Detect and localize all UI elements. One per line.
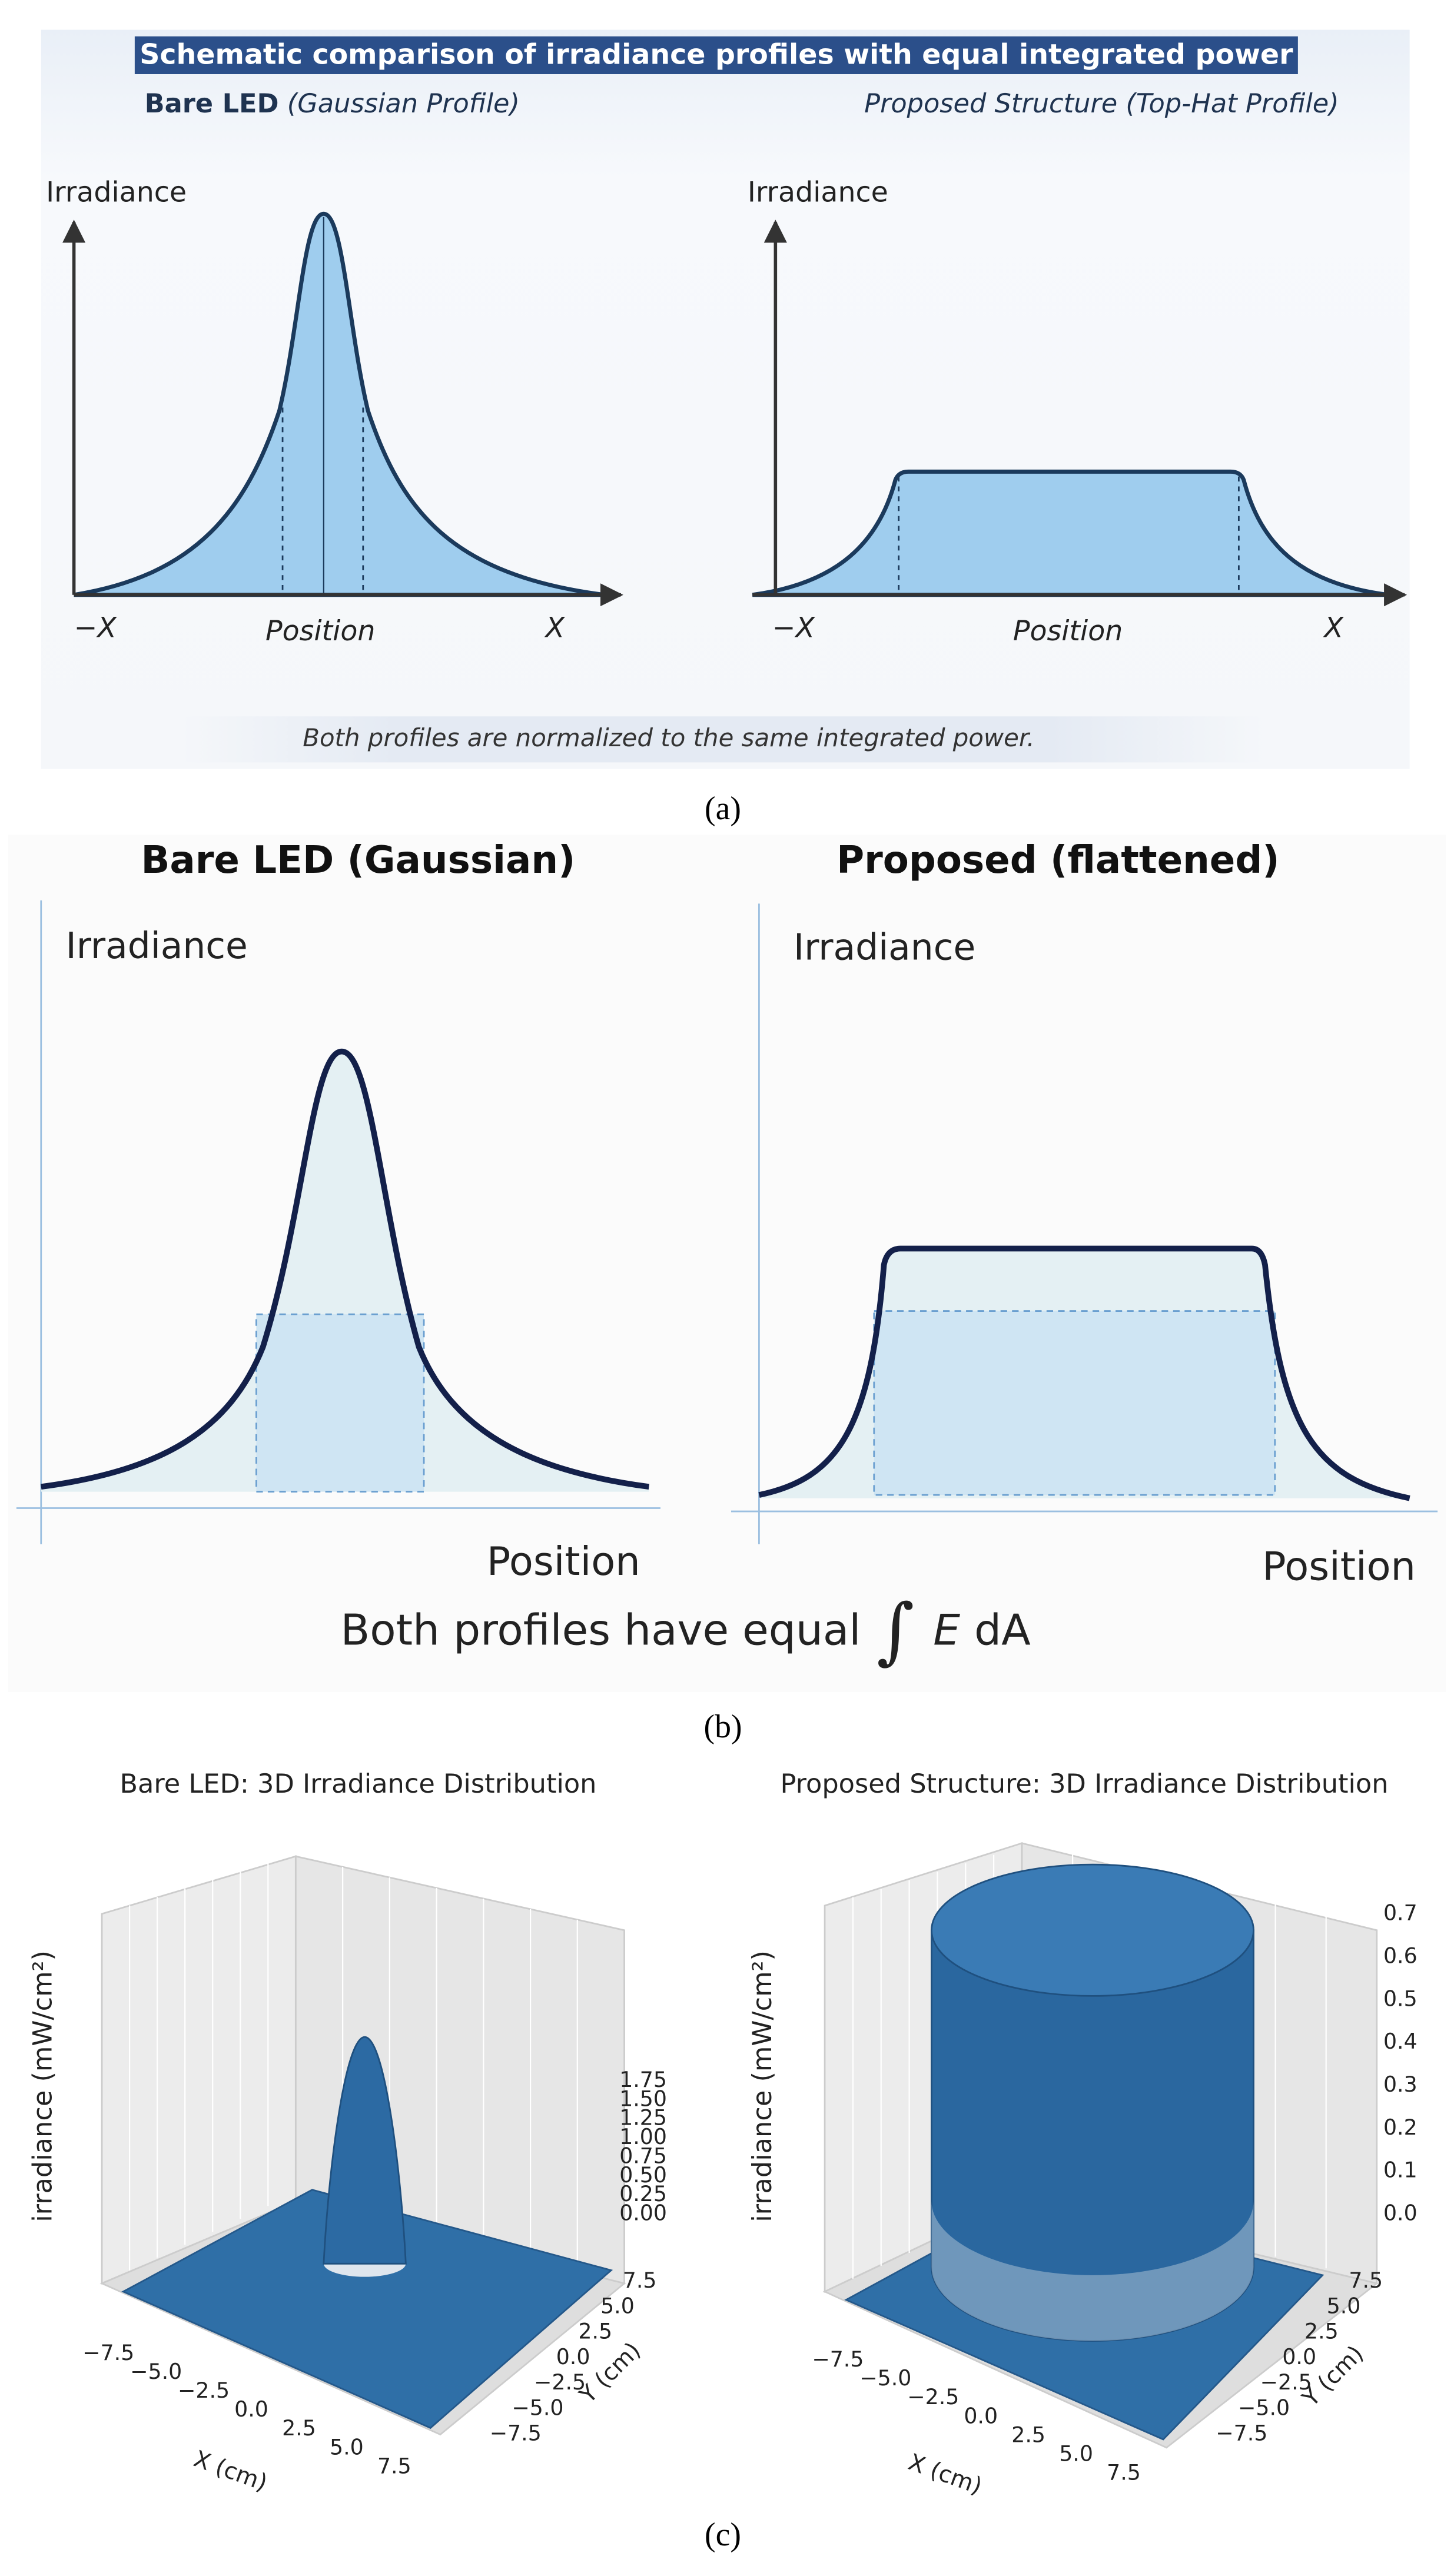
y-tick-label: −2.5	[534, 2369, 586, 2395]
y-label: Irradiance	[66, 925, 248, 967]
x-tick-label: 5.0	[1059, 2441, 1093, 2466]
panel-a: Schematic comparison of irradiance profi…	[41, 29, 1410, 769]
z-tick-label: 0.00	[619, 2201, 667, 2226]
z-tick-label: 0.50	[619, 2162, 667, 2188]
gaussian-curve	[41, 1048, 650, 1490]
x-label: Position	[487, 1538, 640, 1584]
x-tick-label: −5.0	[130, 2359, 182, 2384]
z-tick-label: 0.3	[1383, 2072, 1418, 2097]
gaussian-curve	[74, 211, 605, 597]
x-max: X	[1323, 611, 1345, 644]
y-tick-label: 5.0	[1327, 2293, 1361, 2318]
x-label: X (cm)	[190, 2446, 271, 2497]
y-tick-label: −7.5	[490, 2421, 542, 2446]
z-label: irradiance (mW/cm²)	[27, 1950, 58, 2222]
area	[41, 1051, 649, 1492]
y-tick-label: −5.0	[1238, 2395, 1290, 2420]
surface-floor	[121, 2189, 613, 2429]
y-tick-label: 2.5	[1304, 2319, 1339, 2344]
z-tick-label: 1.75	[619, 2067, 667, 2092]
panel-title: Bare LED (Gaussian)	[141, 838, 575, 882]
z-tick-label: 0.6	[1383, 1943, 1418, 1969]
x-tick-label: 2.5	[282, 2415, 316, 2441]
x-min: −X	[772, 611, 816, 644]
y-tick-label: 0.0	[1282, 2344, 1316, 2369]
x-tick-label: 7.5	[1107, 2460, 1141, 2485]
y-tick-label: −2.5	[1260, 2369, 1312, 2395]
y-tick-label: 2.5	[578, 2319, 612, 2344]
y-tick-label: 5.0	[600, 2293, 635, 2318]
heading-italic: (Gaussian Profile)	[287, 88, 520, 119]
panel-b: Bare LED (Gaussian) Proposed (flattened)…	[8, 835, 1446, 1693]
z-tick-label: 0.7	[1383, 1900, 1418, 1926]
panel-c: Bare LED: 3D Irradiance Distribution Pro…	[27, 1769, 1417, 2500]
integral-sign: ∫	[877, 1588, 914, 1672]
z-tick-label: 0.1	[1383, 2158, 1418, 2183]
x-tick-label: 5.0	[330, 2434, 364, 2459]
panel-title: Proposed (flattened)	[836, 838, 1280, 882]
x-label: Position	[1262, 1543, 1416, 1589]
plot-title: Bare LED: 3D Irradiance Distribution	[119, 1769, 596, 1799]
panel-background	[41, 29, 1410, 769]
z-tick-label: 0.4	[1383, 2029, 1418, 2054]
y-tick-label: 0.0	[556, 2344, 590, 2369]
equation-variable: E	[933, 1606, 960, 1656]
y-label: Irradiance	[794, 927, 975, 969]
plot-3d	[822, 1842, 1379, 2449]
plot-title: Proposed Structure: 3D Irradiance Distri…	[781, 1769, 1389, 1799]
x-label: Position	[1013, 615, 1123, 647]
equivalent-box	[873, 1310, 1276, 1496]
x-tick-label: 0.0	[234, 2396, 268, 2422]
top-hat-curve	[758, 1245, 1410, 1501]
z-tick-label: 1.25	[619, 2105, 667, 2130]
x-tick-label: 7.5	[377, 2453, 411, 2478]
x-tick-label: −5.0	[859, 2365, 911, 2391]
y-tick-label: −5.0	[512, 2395, 563, 2420]
x-tick-label: 2.5	[1011, 2422, 1045, 2447]
y-tick-label: 7.5	[1349, 2268, 1383, 2293]
panel-title: Schematic comparison of irradiance profi…	[140, 38, 1293, 71]
right-heading: Proposed Structure (Top-Hat Profile)	[864, 88, 1339, 119]
heading-bold: Bare LED	[145, 88, 279, 119]
cylinder-base	[931, 2201, 1254, 2341]
left-heading: Bare LED (Gaussian Profile)	[145, 88, 520, 119]
x-tick-label: −7.5	[812, 2346, 864, 2372]
z-tick-label: 0.2	[1383, 2115, 1418, 2140]
x-label: Position	[265, 615, 375, 647]
z-tick-label: 0.0	[1383, 2201, 1418, 2226]
surface-peak	[323, 2036, 407, 2265]
x-tick-label: −2.5	[178, 2378, 230, 2403]
z-tick-label: 0.5	[1383, 1986, 1418, 2011]
z-tick-label: 0.25	[619, 2181, 667, 2206]
caption: (b)	[703, 1709, 742, 1745]
note: Both profiles are normalized to the same…	[303, 723, 1034, 752]
y-tick-label: −7.5	[1216, 2421, 1267, 2446]
equation-differential: dA	[974, 1606, 1031, 1656]
equation-text: Both profiles have equal	[340, 1606, 861, 1656]
caption: (a)	[705, 790, 741, 827]
top-hat-curve	[752, 469, 1389, 597]
equivalent-box	[255, 1313, 425, 1493]
z-tick-label: 1.00	[619, 2124, 667, 2149]
x-tick-label: −2.5	[907, 2384, 959, 2409]
y-label: Irradiance	[748, 177, 888, 209]
x-label: X (cm)	[905, 2449, 985, 2499]
plot-3d	[99, 1855, 626, 2436]
z-label: irradiance (mW/cm²)	[747, 1950, 778, 2222]
z-tick-label: 1.50	[619, 2086, 667, 2111]
caption: (c)	[705, 2517, 741, 2553]
cylinder-top	[931, 1863, 1254, 1997]
x-min: −X	[74, 611, 118, 644]
y-label: Irradiance	[46, 177, 187, 209]
x-tick-label: 0.0	[964, 2403, 998, 2428]
y-tick-label: 7.5	[623, 2268, 657, 2293]
x-tick-label: −7.5	[82, 2340, 134, 2365]
title-bar	[134, 36, 1298, 74]
note-strip	[181, 716, 1266, 763]
z-tick-label: 0.75	[619, 2143, 667, 2168]
x-max: X	[544, 611, 566, 644]
